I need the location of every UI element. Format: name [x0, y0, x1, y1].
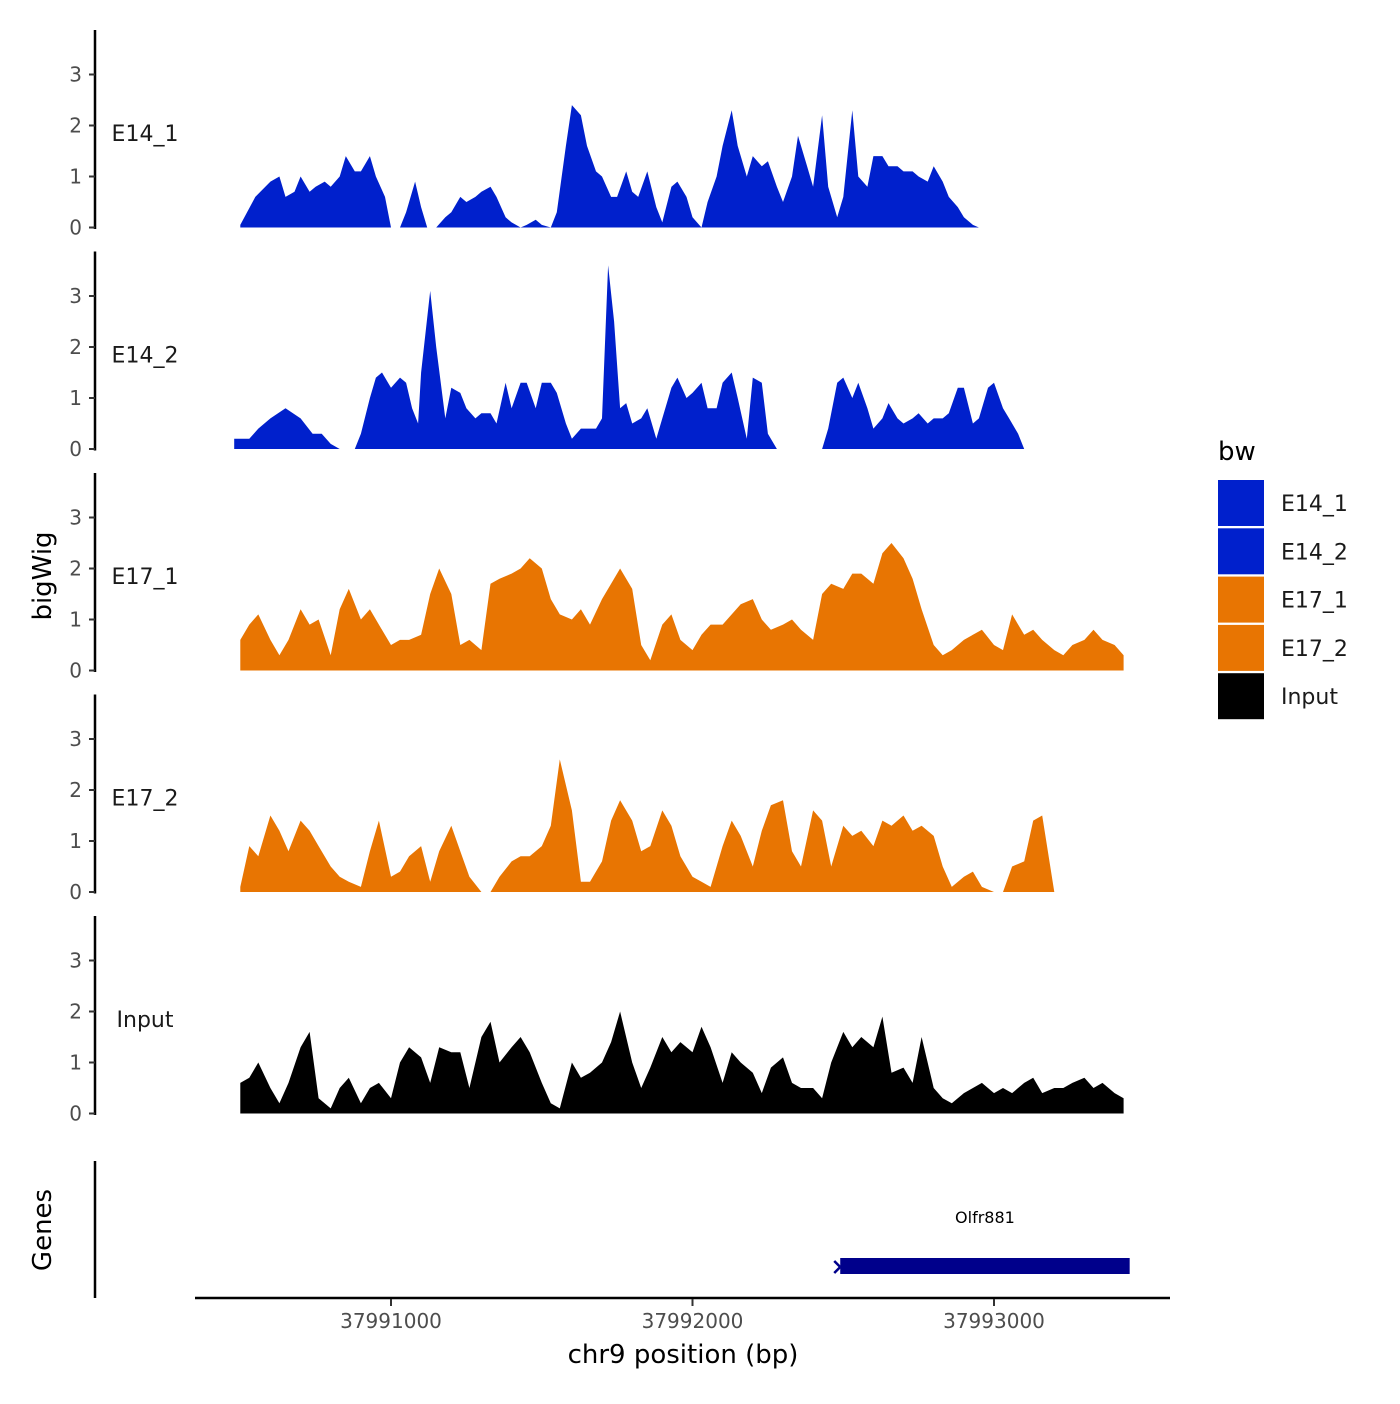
x-axis-title: chr9 position (bp) [568, 1340, 799, 1370]
y-tick-label: 3 [69, 727, 82, 751]
y-axis-title: bigWig [28, 531, 58, 620]
signal-area [240, 543, 1124, 671]
gene-strand-arrow [833, 1260, 842, 1268]
legend-item: E14_1 [1218, 480, 1348, 526]
track-label: Input [117, 1008, 174, 1033]
signal-area [234, 265, 1124, 449]
legend-items: E14_1 E14_2 E17_1 E17_2 Input [1218, 480, 1348, 720]
legend-label: E14_2 [1281, 540, 1348, 565]
legend-label: E17_1 [1281, 589, 1348, 614]
gene-body [840, 1258, 1130, 1274]
y-tick-label: 2 [69, 557, 82, 581]
track-label: E14_2 [112, 344, 179, 369]
y-tick-label: 3 [69, 506, 82, 530]
signal-area [240, 1011, 1124, 1114]
y-tick-label: 0 [69, 437, 82, 461]
signal-area [240, 759, 1124, 892]
legend-swatch [1218, 576, 1264, 623]
track-e17-1: 0 1 2 3 E17_1 [69, 473, 1124, 683]
track-input: 0 1 2 3 Input [69, 916, 1124, 1126]
signal-area [240, 105, 1124, 228]
x-axis: 37991000 37992000 37993000 [340, 1299, 1045, 1333]
y-tick-label: 0 [69, 659, 82, 683]
x-tick-label: 37992000 [642, 1309, 744, 1333]
genes-panel: Olfr881 [93, 1161, 1170, 1300]
gene-strand-arrow [833, 1266, 842, 1274]
y-tick-label: 1 [69, 829, 82, 853]
track-label: E14_1 [112, 122, 179, 147]
x-tick-label: 37991000 [340, 1309, 442, 1333]
genes-axis-title: Genes [28, 1189, 58, 1271]
y-tick-label: 1 [69, 386, 82, 410]
track-e17-2: 0 1 2 3 E17_2 [69, 694, 1124, 904]
y-tick-label: 2 [69, 1000, 82, 1024]
track-e14-1: 0 1 2 3 E14_1 [69, 30, 1124, 240]
y-tick-label: 1 [69, 608, 82, 632]
legend-swatch [1218, 673, 1264, 720]
tracks-layer: 0 1 2 3 E14_1 0 1 2 3 E14_2 0 1 2 3 E17_1 0 1 2 3 E17_2 0 1 2 3… [69, 30, 1124, 1126]
legend-item: E17_1 [1218, 576, 1348, 623]
y-tick-label: 2 [69, 114, 82, 138]
track-label: E17_2 [112, 787, 179, 812]
legend-swatch [1218, 528, 1264, 575]
legend-swatch [1218, 480, 1264, 526]
y-tick-label: 1 [69, 1051, 82, 1075]
y-tick-label: 1 [69, 165, 82, 189]
y-tick-label: 3 [69, 63, 82, 87]
gene-olfr881: Olfr881 [833, 1208, 1130, 1274]
y-tick-label: 2 [69, 335, 82, 359]
legend-label: E17_2 [1281, 637, 1348, 662]
x-tick-label: 37993000 [943, 1309, 1045, 1333]
legend-item: E14_2 [1218, 528, 1348, 575]
y-tick-label: 0 [69, 880, 82, 904]
y-tick-label: 3 [69, 284, 82, 308]
y-tick-label: 2 [69, 778, 82, 802]
legend-label: Input [1281, 685, 1338, 710]
y-tick-label: 3 [69, 949, 82, 973]
y-tick-label: 0 [69, 216, 82, 240]
legend-item: E17_2 [1218, 624, 1348, 671]
legend: bw E14_1 E14_2 E17_1 E17_2 Input [1218, 437, 1348, 720]
legend-swatch [1218, 624, 1264, 671]
legend-item: Input [1218, 673, 1338, 720]
y-tick-label: 0 [69, 1102, 82, 1126]
legend-label: E14_1 [1281, 492, 1348, 517]
track-e14-2: 0 1 2 3 E14_2 [69, 251, 1124, 461]
legend-title: bw [1218, 437, 1256, 467]
track-label: E17_1 [112, 565, 179, 590]
gene-label: Olfr881 [955, 1208, 1015, 1227]
